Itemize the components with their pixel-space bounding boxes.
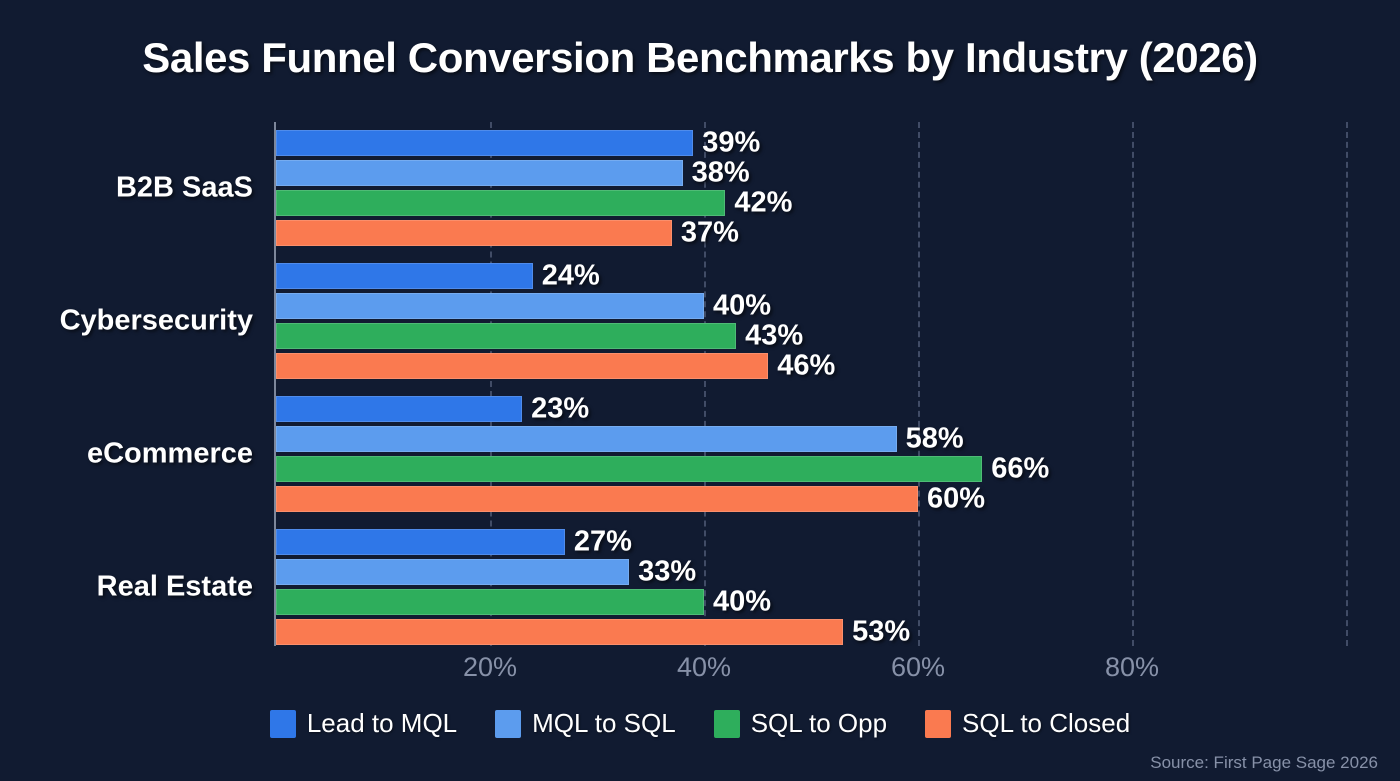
legend-item-sql-to-opp[interactable]: SQL to Opp xyxy=(713,708,888,739)
bar[interactable] xyxy=(276,426,897,452)
x-tick-label-40: 40% xyxy=(676,652,732,682)
bar[interactable] xyxy=(276,396,523,422)
bar-value-label: 43% xyxy=(745,319,804,352)
plot-area: 39% 38% 42% 37% 24% 40% 43% 46% 23% 58% 66% 60% 27% 3… xyxy=(274,122,1348,648)
category-label-cybersecurity: Cybersecurity xyxy=(59,304,253,337)
gridline-60 xyxy=(918,122,920,646)
x-tick-label-20: 20% xyxy=(462,652,518,682)
bar-value-label: 37% xyxy=(680,216,739,249)
category-label-real-estate: Real Estate xyxy=(96,570,253,603)
legend-label: MQL to SQL xyxy=(532,708,676,738)
legend-item-sql-to-closed[interactable]: SQL to Closed xyxy=(925,708,1130,739)
bar-value-label: 58% xyxy=(905,422,964,455)
bar-value-label: 39% xyxy=(702,126,761,159)
bar-row: 27% xyxy=(276,526,1346,558)
bar-row: 39% xyxy=(276,127,1346,159)
bar-row: 24% xyxy=(276,260,1346,292)
chart-title: Sales Funnel Conversion Benchmarks by In… xyxy=(142,34,1258,81)
bar[interactable] xyxy=(276,220,672,246)
bar-value-label: 40% xyxy=(713,585,772,618)
bar[interactable] xyxy=(276,353,769,379)
bar-value-label: 23% xyxy=(531,392,590,425)
gridline-40 xyxy=(704,122,706,646)
chart-legend: Lead to MQL MQL to SQL SQL to Opp SQL to Cl… xyxy=(0,708,1400,739)
bar-value-label: 40% xyxy=(713,289,772,322)
bar[interactable] xyxy=(276,263,533,289)
bar[interactable] xyxy=(276,456,983,482)
y-axis-line xyxy=(274,122,276,646)
bar-row: 40% xyxy=(276,586,1346,618)
bar-row: 37% xyxy=(276,217,1346,249)
bar[interactable] xyxy=(276,486,918,512)
legend-item-mql-to-sql[interactable]: MQL to SQL xyxy=(495,708,676,739)
bar[interactable] xyxy=(276,323,737,349)
bar-row: 40% xyxy=(276,290,1346,322)
bar[interactable] xyxy=(276,190,726,216)
bar-row: 60% xyxy=(276,483,1346,515)
bar[interactable] xyxy=(276,293,704,319)
x-tick-label-60: 60% xyxy=(890,652,946,682)
bar-row: 33% xyxy=(276,556,1346,588)
gridline-100 xyxy=(1346,122,1348,646)
bar-value-label: 42% xyxy=(734,186,793,219)
bar-row: 38% xyxy=(276,157,1346,189)
bar-row: 46% xyxy=(276,350,1346,382)
legend-swatch-icon xyxy=(925,709,952,738)
bar[interactable] xyxy=(276,589,704,615)
legend-swatch-icon xyxy=(713,709,740,738)
legend-label: Lead to MQL xyxy=(306,708,458,738)
bar[interactable] xyxy=(276,160,683,186)
bar[interactable] xyxy=(276,529,565,555)
bar-value-label: 66% xyxy=(991,452,1050,485)
category-label-b2b-saas: B2B SaaS xyxy=(115,171,253,204)
bar-row: 53% xyxy=(276,616,1346,648)
bar[interactable] xyxy=(276,130,694,156)
bar-value-label: 60% xyxy=(927,482,986,515)
legend-swatch-icon xyxy=(495,709,522,738)
source-note: Source: First Page Sage 2026 xyxy=(1150,753,1378,772)
legend-swatch-icon xyxy=(269,709,296,738)
legend-item-lead-to-mql[interactable]: Lead to MQL xyxy=(269,708,458,739)
bar-group: 24% 40% 43% 46% xyxy=(276,260,1346,382)
bar-group: 27% 33% 40% 53% xyxy=(276,526,1346,648)
bar-row: 66% xyxy=(276,453,1346,485)
bar-row: 43% xyxy=(276,320,1346,352)
gridline-80 xyxy=(1132,122,1134,646)
bar[interactable] xyxy=(276,619,844,645)
legend-label: SQL to Closed xyxy=(962,708,1131,738)
bar-value-label: 24% xyxy=(541,259,600,292)
bar-value-label: 27% xyxy=(573,525,632,558)
bar-row: 23% xyxy=(276,393,1346,425)
bar-value-label: 38% xyxy=(691,156,750,189)
bar-row: 42% xyxy=(276,187,1346,219)
legend-label: SQL to Opp xyxy=(750,708,888,738)
bar-value-label: 33% xyxy=(638,555,697,588)
bar-value-label: 53% xyxy=(852,615,911,648)
bar[interactable] xyxy=(276,559,630,585)
bar-group: 23% 58% 66% 60% xyxy=(276,393,1346,515)
bar-value-label: 46% xyxy=(777,349,836,382)
x-tick-label-80: 80% xyxy=(1104,652,1160,682)
category-label-ecommerce: eCommerce xyxy=(86,437,253,470)
gridline-20 xyxy=(490,122,492,646)
bar-row: 58% xyxy=(276,423,1346,455)
bar-group: 39% 38% 42% 37% xyxy=(276,127,1346,249)
